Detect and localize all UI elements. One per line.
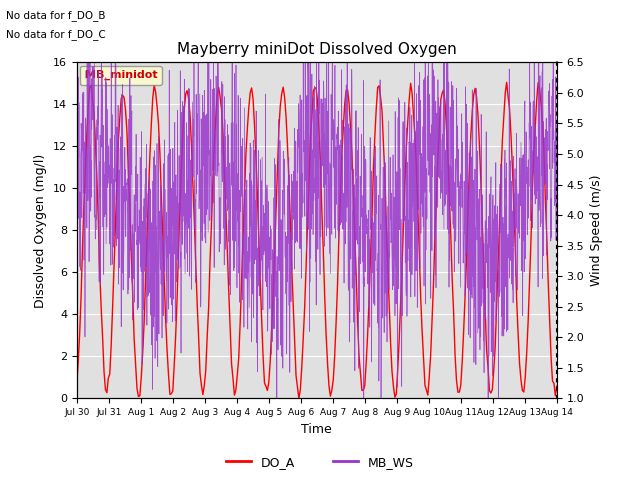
MB_WS bbox=[553, 219, 561, 225]
Text: No data for f_DO_C: No data for f_DO_C bbox=[6, 29, 106, 40]
MB_WS bbox=[98, 60, 106, 65]
MB_WS bbox=[451, 156, 459, 162]
MB_WS bbox=[294, 158, 302, 164]
DO_A bbox=[216, 94, 224, 99]
Legend: DO_A, MB_WS: DO_A, MB_WS bbox=[221, 451, 419, 474]
Line: MB_WS: MB_WS bbox=[77, 62, 557, 398]
Title: Mayberry miniDot Dissolved Oxygen: Mayberry miniDot Dissolved Oxygen bbox=[177, 42, 457, 57]
MB_WS bbox=[540, 253, 547, 259]
Line: DO_A: DO_A bbox=[77, 82, 557, 398]
Legend: MB_minidot: MB_minidot bbox=[80, 66, 162, 85]
MB_WS bbox=[307, 255, 314, 261]
MB_WS bbox=[273, 396, 281, 401]
DO_A bbox=[473, 94, 481, 100]
MB_WS bbox=[83, 60, 91, 65]
DO_A bbox=[179, 128, 187, 134]
DO_A bbox=[553, 383, 561, 389]
DO_A bbox=[344, 87, 351, 93]
X-axis label: Time: Time bbox=[301, 423, 332, 436]
Text: No data for f_DO_B: No data for f_DO_B bbox=[6, 10, 106, 21]
MB_WS bbox=[540, 175, 547, 181]
Y-axis label: Wind Speed (m/s): Wind Speed (m/s) bbox=[590, 175, 603, 286]
MB_WS bbox=[73, 151, 81, 156]
DO_A bbox=[467, 132, 475, 138]
Y-axis label: Dissolved Oxygen (mg/l): Dissolved Oxygen (mg/l) bbox=[35, 153, 47, 308]
DO_A bbox=[295, 396, 303, 401]
DO_A bbox=[79, 243, 86, 249]
DO_A bbox=[503, 79, 511, 85]
DO_A bbox=[73, 382, 81, 387]
